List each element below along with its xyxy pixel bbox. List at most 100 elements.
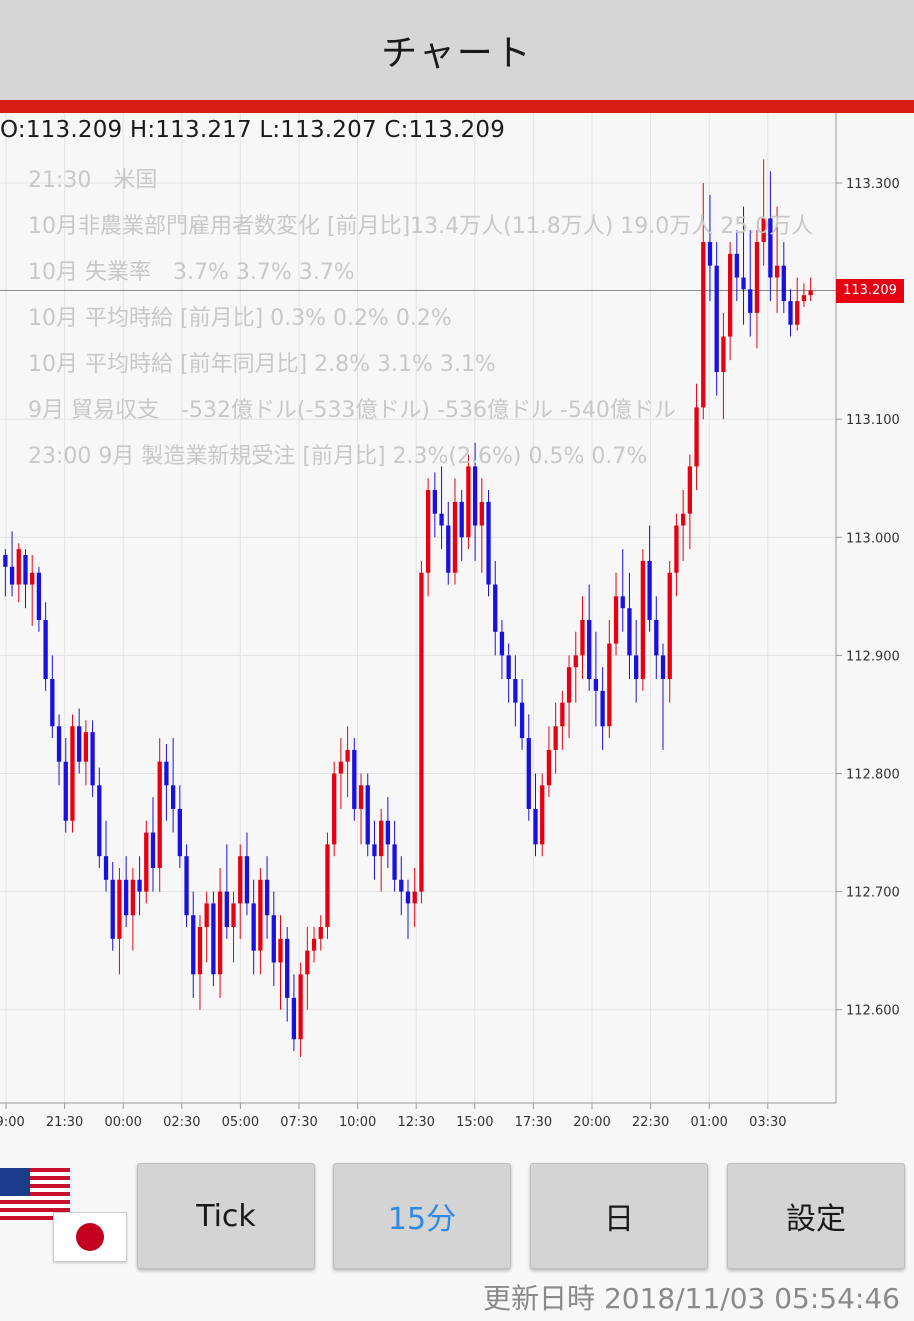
x-tick-label: 07:30 (280, 1115, 317, 1130)
candle-body (748, 289, 753, 313)
news-line: 10月非農業部門雇用者数変化 [前月比]13.4万人(11.8万人) 19.0万… (28, 214, 814, 239)
candle-body (399, 879, 404, 892)
candle-body (305, 950, 310, 975)
settings-button[interactable]: 設定 (727, 1163, 905, 1269)
candle-body (77, 726, 82, 762)
candle-body (412, 891, 417, 904)
current-price-tag: 113.209 (836, 279, 904, 303)
candle-body (63, 761, 68, 821)
candle-body (493, 584, 498, 632)
candle-body (379, 820, 384, 857)
candle-body (553, 726, 558, 750)
candle-body (150, 832, 156, 868)
tick-button[interactable]: Tick (137, 1163, 315, 1269)
y-tick-label: 112.700 (846, 886, 900, 901)
candle-body (593, 679, 599, 691)
candle-body (674, 525, 679, 573)
candle-body (352, 749, 357, 809)
candle-body (506, 655, 511, 680)
candle-body (251, 903, 256, 951)
candle-body (392, 844, 397, 880)
us-flag-icon[interactable] (0, 1168, 70, 1220)
news-line: 10月 平均時給 [前年同月比] 2.8% 3.1% 3.1% (28, 352, 496, 377)
candle-body (808, 290, 813, 296)
candle-body (90, 732, 95, 786)
candle-body (439, 513, 444, 526)
candlestick-chart[interactable]: 113.300 113.100 113.000 112.900 112.800 112.7… (0, 113, 914, 1145)
chart-area[interactable]: 113.300 113.100 113.000 112.900 112.800 112.7… (0, 113, 914, 1145)
candle-body (365, 785, 370, 845)
candle-body (774, 265, 780, 278)
candle-body (325, 844, 330, 928)
candle-body (573, 655, 578, 668)
candle-body (191, 915, 196, 975)
candle-body (466, 466, 471, 538)
x-tick-label: 10:00 (339, 1115, 376, 1130)
candle-body (345, 749, 350, 762)
candle-body (338, 761, 344, 774)
candle-body (291, 997, 297, 1040)
candle-body (36, 572, 42, 620)
candle-body (647, 560, 652, 620)
news-line: 21:30 米国 (28, 168, 158, 193)
candle-body (130, 879, 136, 916)
candle-body (285, 938, 290, 998)
candle-body (97, 785, 102, 857)
x-tick-label: 20:00 (573, 1115, 610, 1130)
candle-body (157, 761, 162, 868)
candle-body (788, 301, 793, 325)
candle-body (358, 785, 364, 809)
news-line: 9月 貿易収支 -532億ドル(-533億ドル) -536億ドル -540億ドル (28, 398, 676, 423)
x-tick-label: 02:30 (163, 1115, 200, 1130)
candle-body (701, 242, 706, 408)
news-line: 10月 平均時給 [前月比] 0.3% 0.2% 0.2% (28, 306, 452, 331)
jp-flag-icon[interactable] (53, 1212, 127, 1262)
candle-body (419, 572, 424, 892)
candle-body (103, 856, 109, 880)
candle-body (117, 879, 122, 939)
candle-body (680, 513, 686, 526)
candle-body (177, 808, 182, 857)
y-tick-label: 112.900 (846, 649, 900, 664)
x-tick-label: 15:00 (456, 1115, 493, 1130)
header-accent-bar (0, 100, 914, 113)
candle-body (9, 566, 15, 585)
candle-body (613, 596, 619, 644)
fifteen-minute-button[interactable]: 15分 (333, 1163, 511, 1269)
candle-body (486, 501, 491, 585)
x-tick-label: 05:00 (222, 1115, 259, 1130)
x-tick-label: 17:30 (515, 1115, 552, 1130)
candle-body (768, 218, 773, 278)
candle-body (600, 690, 605, 727)
candle-body (540, 785, 545, 845)
x-tick-label: 00:00 (104, 1115, 141, 1130)
candle-body (197, 927, 203, 975)
candle-body (204, 903, 209, 928)
candle-body (560, 702, 565, 727)
candle-body (372, 844, 377, 857)
candle-body (620, 596, 625, 609)
candle-body (546, 749, 552, 786)
daily-button[interactable]: 日 (530, 1163, 708, 1269)
candle-body (654, 619, 659, 656)
candle-body (432, 490, 437, 514)
candle-body (244, 856, 250, 904)
candle-body (587, 619, 592, 680)
candle-body (311, 938, 317, 951)
candle-body (660, 655, 666, 680)
x-tick-label: 22:30 (632, 1115, 669, 1130)
candle-body (687, 466, 692, 514)
candle-body (781, 265, 786, 302)
x-tick-label: 19:00 (0, 1115, 25, 1130)
candle-body (566, 667, 572, 703)
candle-body (110, 879, 115, 939)
candle-body (258, 879, 263, 951)
candle-body (298, 974, 303, 1040)
candle-body (513, 679, 518, 703)
candle-body (238, 856, 243, 904)
candle-body (137, 879, 142, 892)
candle-body (761, 218, 766, 243)
candle-body (264, 879, 270, 916)
candle-body (23, 555, 28, 585)
candle-body (124, 879, 129, 916)
